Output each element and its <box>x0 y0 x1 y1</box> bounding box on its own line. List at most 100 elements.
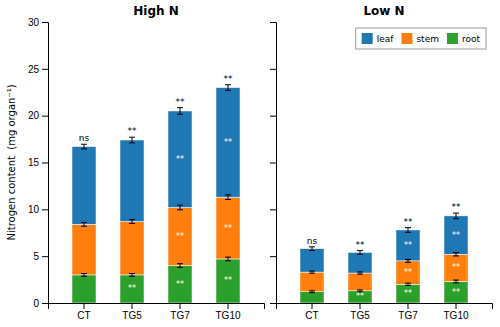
tick-mark <box>270 256 276 257</box>
top-annotation: ** <box>404 217 414 227</box>
error-bar <box>405 228 411 233</box>
error-cap <box>309 273 315 274</box>
tick-mark <box>42 303 48 304</box>
error-cap <box>81 226 87 227</box>
y-tick: 25 <box>28 64 48 75</box>
tick-mark <box>270 69 276 70</box>
error-cap <box>81 144 87 145</box>
x-tick: TG7 <box>170 303 190 321</box>
x-tick: CT <box>77 303 90 321</box>
error-cap <box>129 223 135 224</box>
y-tick: 15 <box>28 157 48 168</box>
tick-mark <box>42 256 48 257</box>
error-cap <box>453 213 459 214</box>
error-cap <box>405 283 411 284</box>
error-line <box>180 264 181 268</box>
error-cap <box>225 194 231 195</box>
tick-mark <box>228 303 229 309</box>
segment-annotation: ** <box>176 280 184 289</box>
series <box>72 259 240 303</box>
error-cap <box>357 254 363 255</box>
legend-label: root <box>462 34 481 44</box>
bar <box>168 266 192 303</box>
tick-mark <box>42 116 48 117</box>
series <box>300 254 468 291</box>
error-bar <box>177 108 183 115</box>
bar <box>72 147 96 225</box>
bar <box>216 88 240 198</box>
bar <box>348 273 372 291</box>
x-axis: CTTG5TG7TG10 <box>277 303 493 321</box>
segment-annotation: ** <box>224 138 232 147</box>
error-cap <box>405 259 411 260</box>
annotations: **************ns****** <box>79 74 233 294</box>
segment-annotation: ** <box>404 241 412 250</box>
x-tick: TG7 <box>398 303 418 321</box>
chart: CTTG5TG7TG10051015202530**************ns… <box>0 0 500 327</box>
segment-annotation: ** <box>356 292 364 301</box>
axis-line <box>49 304 265 310</box>
title: High N <box>133 4 179 18</box>
series <box>300 216 468 273</box>
error-line <box>456 213 457 219</box>
error-bar <box>453 280 459 283</box>
error-cap <box>357 289 363 290</box>
axis-line <box>270 23 277 304</box>
tick-mark <box>270 116 276 117</box>
error-line <box>228 257 229 261</box>
tick-mark <box>132 303 133 309</box>
error-line <box>132 220 133 224</box>
tick-mark <box>42 69 48 70</box>
error-bar <box>309 271 315 273</box>
legend-item: leaf <box>362 33 395 44</box>
legend: leaf stem root <box>356 28 486 49</box>
segment-annotation: ** <box>404 289 412 298</box>
bar <box>348 252 372 273</box>
legend-item: stem <box>401 33 439 44</box>
error-bar <box>225 85 231 91</box>
bar <box>72 224 96 275</box>
top-annotation: ** <box>176 97 186 107</box>
panel: CTTG5TG7TG10051015202530**************ns… <box>28 17 265 321</box>
bar <box>120 222 144 275</box>
tick-mark <box>42 22 48 23</box>
error-cap <box>177 205 183 206</box>
y-tick-label: 20 <box>28 110 40 121</box>
series <box>72 88 240 225</box>
error-cap <box>357 274 363 275</box>
error-line <box>180 108 181 115</box>
top-annotation: ns <box>79 133 90 143</box>
error-bar <box>177 205 183 210</box>
error-cap <box>81 148 87 149</box>
series <box>72 197 240 275</box>
error-line <box>312 247 313 251</box>
error-cap <box>225 260 231 261</box>
y-axis <box>270 23 277 304</box>
bar <box>396 230 420 261</box>
error-bar <box>453 213 459 219</box>
axis-line <box>277 304 493 310</box>
error-bar <box>81 144 87 149</box>
segment-annotation: ** <box>452 231 460 240</box>
bar <box>396 261 420 284</box>
legend-item: root <box>447 33 481 44</box>
error-cap <box>309 250 315 251</box>
error-bar <box>81 222 87 226</box>
top-annotation: ** <box>128 126 138 136</box>
x-tick-label: TG10 <box>443 310 468 321</box>
error-bar <box>309 247 315 251</box>
y-tick <box>270 303 276 304</box>
segment-annotation: ** <box>224 224 232 233</box>
legend-box <box>356 28 486 49</box>
bar <box>300 292 324 303</box>
error-line <box>360 251 361 255</box>
error-cap <box>453 252 459 253</box>
marks <box>72 85 240 303</box>
x-tick-label: CT <box>77 310 90 321</box>
tick-mark <box>360 303 361 309</box>
x-tick: TG10 <box>443 303 468 321</box>
error-cap <box>453 280 459 281</box>
error-line <box>408 228 409 233</box>
tick-mark <box>408 303 409 309</box>
x-tick-label: TG5 <box>350 310 370 321</box>
